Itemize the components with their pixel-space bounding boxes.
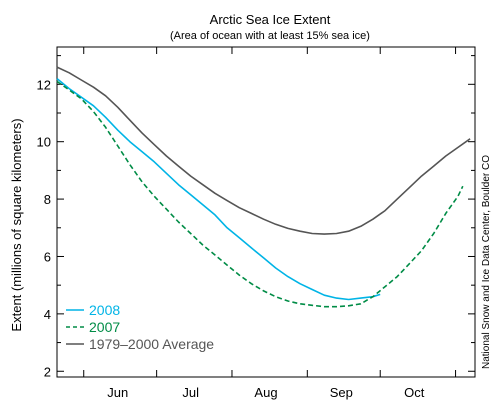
series-lines: [56, 66, 471, 308]
legend-label: 2007: [89, 319, 120, 335]
credit-text: National Snow and Ice Data Center, Bould…: [481, 155, 492, 369]
x-tick-label: Jun: [107, 385, 128, 400]
y-tick-label: 4: [44, 307, 51, 322]
x-tick-label: Sep: [330, 385, 353, 400]
y-axis-label: Extent (millions of square kilometers): [9, 118, 24, 331]
x-tick-label: Aug: [254, 385, 277, 400]
legend-label: 2008: [89, 302, 120, 318]
chart-title: Arctic Sea Ice Extent: [210, 12, 331, 27]
y-tick-label: 12: [37, 77, 51, 92]
series-line: [56, 66, 471, 235]
series-line: [56, 80, 464, 308]
x-tick-label: Oct: [404, 385, 425, 400]
chart-subtitle: (Area of ocean with at least 15% sea ice…: [170, 30, 370, 42]
plot-frame: [56, 46, 476, 378]
axis-ticks: 2 4 6 8 10 12 Jun Jul Aug Sep Oct: [37, 47, 475, 400]
y-tick-label: 8: [44, 192, 51, 207]
legend-label: 1979–2000 Average: [89, 336, 214, 352]
y-tick-label: 10: [37, 135, 51, 150]
y-tick-label: 2: [44, 364, 51, 379]
y-tick-label: 6: [44, 249, 51, 264]
series-line: [56, 77, 381, 301]
x-tick-label: Jul: [182, 385, 199, 400]
